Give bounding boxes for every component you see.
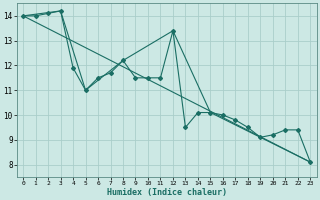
- X-axis label: Humidex (Indice chaleur): Humidex (Indice chaleur): [107, 188, 227, 197]
